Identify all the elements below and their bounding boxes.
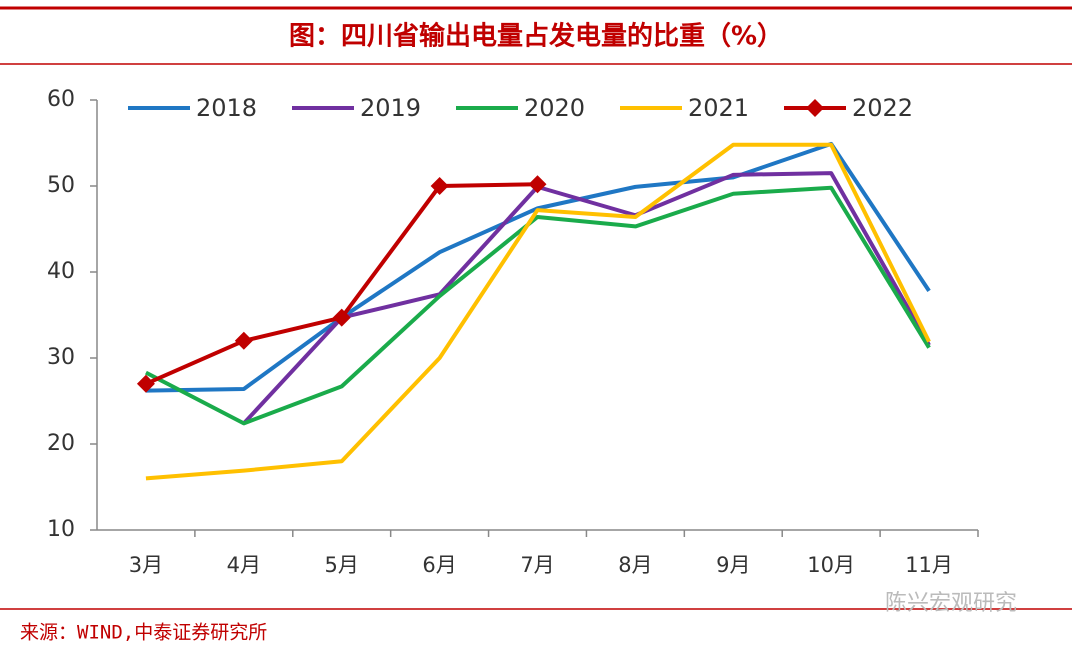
y-tick-label: 20 <box>47 431 75 456</box>
legend-marker <box>806 99 824 117</box>
chart-title: 图：四川省输出电量占发电量的比重（%） <box>289 21 783 52</box>
y-tick-label: 30 <box>47 345 75 370</box>
watermark: 陈兴宏观研究 <box>885 591 1017 616</box>
point-marker <box>528 175 547 194</box>
series-line <box>145 142 931 481</box>
x-tick-label: 5月 <box>325 553 359 577</box>
x-tick-label: 6月 <box>422 553 456 577</box>
point-marker <box>430 177 449 195</box>
point-marker <box>136 374 155 393</box>
x-tick-label: 3月 <box>129 553 163 577</box>
x-tick-label: 11月 <box>905 553 953 577</box>
x-tick-label: 7月 <box>520 553 554 577</box>
series-line <box>242 171 931 425</box>
point-marker <box>332 308 351 327</box>
legend-label: 2022 <box>852 94 913 122</box>
source: 来源：WIND,中泰证券研究所 <box>20 622 267 644</box>
legend-label: 2019 <box>360 94 421 122</box>
legend-label: 2018 <box>196 94 257 122</box>
legend-label: 2021 <box>688 94 749 122</box>
x-tick-label: 10月 <box>807 553 855 577</box>
x-tick-label: 4月 <box>227 553 261 577</box>
point-marker <box>234 331 253 350</box>
y-tick-label: 50 <box>47 173 75 198</box>
series-line <box>145 182 538 386</box>
y-tick-label: 40 <box>47 259 75 284</box>
x-tick-label: 9月 <box>716 553 750 577</box>
y-tick-label: 60 <box>47 87 75 112</box>
x-tick-label: 8月 <box>618 553 652 577</box>
legend-label: 2020 <box>524 94 585 122</box>
y-tick-label: 10 <box>47 517 75 542</box>
series-line <box>145 185 931 426</box>
